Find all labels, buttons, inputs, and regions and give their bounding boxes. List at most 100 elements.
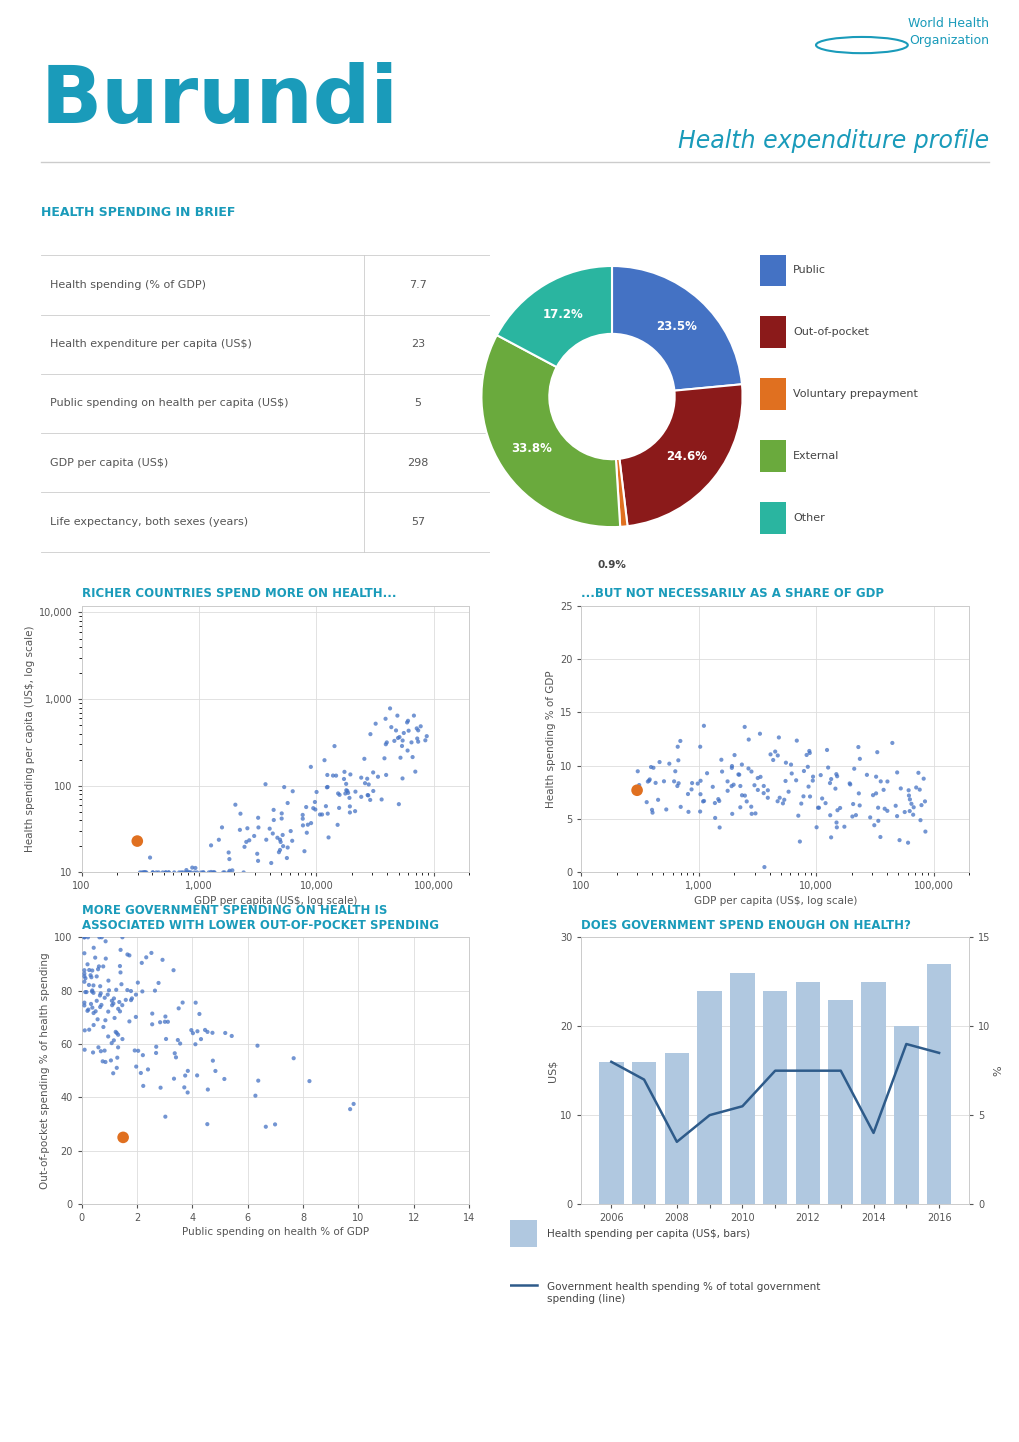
X-axis label: GDP per capita (US$, log scale): GDP per capita (US$, log scale) <box>693 895 856 906</box>
Point <box>394 767 411 790</box>
Point <box>258 1115 274 1138</box>
Point <box>189 1064 205 1087</box>
Point <box>200 1079 216 1102</box>
Point <box>168 1045 184 1069</box>
Point <box>406 704 422 727</box>
Point <box>629 779 645 802</box>
Point <box>136 861 152 884</box>
Point <box>133 952 150 975</box>
Point <box>250 816 266 839</box>
Point <box>723 754 740 777</box>
Point <box>718 779 735 802</box>
Point <box>104 994 120 1017</box>
Point <box>743 760 759 783</box>
Point <box>732 774 748 797</box>
Point <box>83 992 99 1015</box>
Point <box>171 861 187 884</box>
Text: Public spending on health per capita (US$): Public spending on health per capita (US… <box>50 398 288 408</box>
Point <box>100 969 116 992</box>
Point <box>95 1050 111 1073</box>
Bar <box>795 982 819 1204</box>
Point <box>97 1040 113 1063</box>
Point <box>227 793 244 816</box>
Point <box>362 789 378 812</box>
Point <box>392 746 409 769</box>
Point <box>799 756 815 779</box>
Point <box>329 813 345 836</box>
Point <box>143 942 159 965</box>
Point <box>203 861 219 884</box>
Point <box>775 789 792 812</box>
Point <box>698 761 714 784</box>
Point <box>759 779 775 802</box>
Bar <box>631 1061 656 1204</box>
Point <box>148 861 164 884</box>
Point <box>651 750 667 773</box>
Point <box>900 784 916 808</box>
Point <box>900 779 916 802</box>
Point <box>114 994 130 1017</box>
Point <box>90 1035 106 1058</box>
Point <box>905 796 921 819</box>
Point <box>827 763 844 786</box>
Point <box>869 796 886 819</box>
Point <box>109 1045 125 1069</box>
Point <box>732 796 748 819</box>
Point <box>265 809 281 832</box>
Point <box>157 1105 173 1128</box>
Point <box>736 784 752 808</box>
Point <box>249 1034 265 1057</box>
FancyBboxPatch shape <box>759 254 785 286</box>
Point <box>206 861 222 884</box>
Point <box>711 816 728 839</box>
Point <box>377 733 393 756</box>
Point <box>865 813 881 836</box>
Point <box>76 959 93 982</box>
Point <box>86 1002 102 1025</box>
Point <box>274 823 290 846</box>
Point <box>111 991 127 1014</box>
Point <box>151 861 167 884</box>
Point <box>172 1032 189 1056</box>
Point <box>904 803 920 826</box>
Point <box>341 795 358 818</box>
Point <box>87 946 103 969</box>
Point <box>871 825 888 848</box>
Point <box>821 771 838 795</box>
Point <box>250 1069 266 1092</box>
Point <box>378 763 394 786</box>
Point <box>883 731 900 754</box>
Point <box>777 751 794 774</box>
Point <box>193 1028 209 1051</box>
Point <box>749 767 765 790</box>
Point <box>704 776 720 799</box>
Point <box>896 800 912 823</box>
Point <box>83 963 99 986</box>
Point <box>76 965 93 988</box>
Bar <box>827 999 852 1204</box>
Point <box>723 802 740 825</box>
Point <box>738 790 754 813</box>
Point <box>76 1019 93 1043</box>
Point <box>76 970 93 994</box>
Point <box>844 805 860 828</box>
Point <box>148 1041 164 1064</box>
Point <box>269 826 285 849</box>
Point <box>81 1018 97 1041</box>
Point <box>137 861 153 884</box>
Point <box>127 983 144 1007</box>
Point <box>98 930 114 953</box>
Point <box>907 776 923 799</box>
Point <box>679 783 695 806</box>
Point <box>314 803 330 826</box>
Point <box>76 991 93 1014</box>
Point <box>84 966 100 989</box>
Point <box>136 861 152 884</box>
Point <box>296 839 312 862</box>
Point <box>77 981 94 1004</box>
Point <box>892 777 908 800</box>
Point <box>107 1021 123 1044</box>
Point <box>216 861 232 884</box>
Point <box>645 756 661 779</box>
Point <box>135 1074 151 1097</box>
